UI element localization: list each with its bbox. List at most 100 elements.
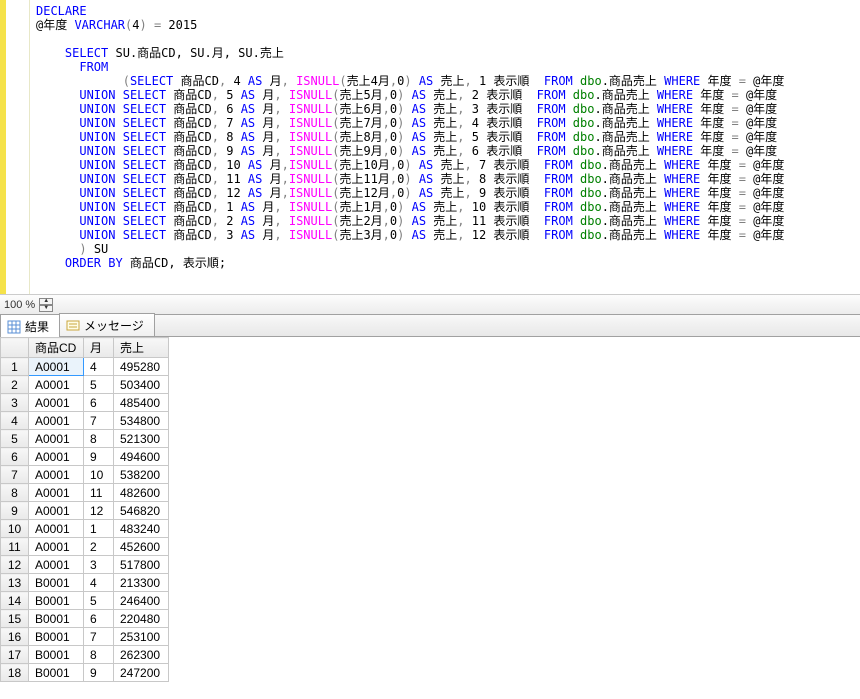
cell[interactable]: 3 — [84, 556, 114, 574]
row-header[interactable]: 4 — [1, 412, 29, 430]
cell[interactable]: 11 — [84, 484, 114, 502]
cell[interactable]: B0001 — [29, 592, 84, 610]
cell[interactable]: B0001 — [29, 646, 84, 664]
table-row[interactable]: 17B00018262300 — [1, 646, 169, 664]
table-row[interactable]: 2A00015503400 — [1, 376, 169, 394]
table-row[interactable]: 10A00011483240 — [1, 520, 169, 538]
zoom-spinner[interactable]: ▲ ▼ — [39, 298, 53, 312]
row-header[interactable]: 3 — [1, 394, 29, 412]
row-header[interactable]: 15 — [1, 610, 29, 628]
cell[interactable]: 494600 — [114, 448, 169, 466]
cell[interactable]: A0001 — [29, 502, 84, 520]
row-header[interactable]: 8 — [1, 484, 29, 502]
cell[interactable]: 538200 — [114, 466, 169, 484]
cell[interactable]: B0001 — [29, 574, 84, 592]
table-row[interactable]: 5A00018521300 — [1, 430, 169, 448]
table-row[interactable]: 1A00014495280 — [1, 358, 169, 376]
table-row[interactable]: 13B00014213300 — [1, 574, 169, 592]
row-header[interactable]: 18 — [1, 664, 29, 682]
cell[interactable]: 2 — [84, 538, 114, 556]
table-row[interactable]: 12A00013517800 — [1, 556, 169, 574]
cell[interactable]: 452600 — [114, 538, 169, 556]
row-header[interactable]: 9 — [1, 502, 29, 520]
cell[interactable]: 5 — [84, 376, 114, 394]
row-header[interactable]: 5 — [1, 430, 29, 448]
cell[interactable]: 12 — [84, 502, 114, 520]
table-row[interactable]: 14B00015246400 — [1, 592, 169, 610]
table-row[interactable]: 4A00017534800 — [1, 412, 169, 430]
cell[interactable]: 253100 — [114, 628, 169, 646]
cell[interactable]: B0001 — [29, 628, 84, 646]
column-header[interactable]: 商品CD — [29, 338, 84, 358]
row-header[interactable]: 1 — [1, 358, 29, 376]
cell[interactable]: 9 — [84, 448, 114, 466]
cell[interactable]: 4 — [84, 574, 114, 592]
cell[interactable]: 485400 — [114, 394, 169, 412]
results-grid[interactable]: 商品CD月売上1A000144952802A000155034003A00016… — [0, 337, 169, 682]
table-row[interactable]: 7A000110538200 — [1, 466, 169, 484]
table-row[interactable]: 6A00019494600 — [1, 448, 169, 466]
tab-messages[interactable]: メッセージ — [59, 313, 155, 336]
cell[interactable]: 546820 — [114, 502, 169, 520]
table-row[interactable]: 16B00017253100 — [1, 628, 169, 646]
cell[interactable]: 10 — [84, 466, 114, 484]
cell[interactable]: 482600 — [114, 484, 169, 502]
cell[interactable]: 483240 — [114, 520, 169, 538]
cell[interactable]: 534800 — [114, 412, 169, 430]
cell[interactable]: 521300 — [114, 430, 169, 448]
row-header[interactable]: 10 — [1, 520, 29, 538]
cell[interactable]: A0001 — [29, 520, 84, 538]
cell[interactable]: 7 — [84, 412, 114, 430]
cell[interactable]: 246400 — [114, 592, 169, 610]
cell[interactable]: 4 — [84, 358, 114, 376]
table-row[interactable]: 18B00019247200 — [1, 664, 169, 682]
cell[interactable]: A0001 — [29, 556, 84, 574]
cell[interactable]: 1 — [84, 520, 114, 538]
column-header[interactable]: 月 — [84, 338, 114, 358]
cell[interactable]: 503400 — [114, 376, 169, 394]
cell[interactable]: A0001 — [29, 538, 84, 556]
cell[interactable]: 213300 — [114, 574, 169, 592]
column-header[interactable]: 売上 — [114, 338, 169, 358]
row-header[interactable]: 11 — [1, 538, 29, 556]
cell[interactable]: 262300 — [114, 646, 169, 664]
cell[interactable]: A0001 — [29, 466, 84, 484]
cell[interactable]: 8 — [84, 646, 114, 664]
cell[interactable]: 247200 — [114, 664, 169, 682]
cell[interactable]: 220480 — [114, 610, 169, 628]
table-row[interactable]: 15B00016220480 — [1, 610, 169, 628]
row-header[interactable]: 17 — [1, 646, 29, 664]
cell[interactable]: A0001 — [29, 412, 84, 430]
row-header[interactable]: 2 — [1, 376, 29, 394]
cell[interactable]: A0001 — [29, 430, 84, 448]
zoom-up-icon[interactable]: ▲ — [39, 298, 53, 305]
cell[interactable]: B0001 — [29, 610, 84, 628]
row-header[interactable]: 12 — [1, 556, 29, 574]
row-header[interactable]: 13 — [1, 574, 29, 592]
row-header[interactable]: 6 — [1, 448, 29, 466]
row-header[interactable]: 14 — [1, 592, 29, 610]
cell[interactable]: A0001 — [29, 394, 84, 412]
table-row[interactable]: 11A00012452600 — [1, 538, 169, 556]
cell[interactable]: A0001 — [29, 358, 84, 376]
row-header[interactable]: 16 — [1, 628, 29, 646]
cell[interactable]: 517800 — [114, 556, 169, 574]
cell[interactable]: 8 — [84, 430, 114, 448]
cell[interactable]: 6 — [84, 610, 114, 628]
cell[interactable]: 495280 — [114, 358, 169, 376]
cell[interactable]: A0001 — [29, 376, 84, 394]
table-row[interactable]: 9A000112546820 — [1, 502, 169, 520]
tab-results[interactable]: 結果 — [0, 314, 60, 337]
cell[interactable]: 5 — [84, 592, 114, 610]
code-text[interactable]: DECLARE @年度 VARCHAR(4) = 2015 SELECT SU.… — [30, 0, 860, 294]
cell[interactable]: A0001 — [29, 448, 84, 466]
row-header[interactable]: 7 — [1, 466, 29, 484]
table-row[interactable]: 8A000111482600 — [1, 484, 169, 502]
table-row[interactable]: 3A00016485400 — [1, 394, 169, 412]
cell[interactable]: A0001 — [29, 484, 84, 502]
cell[interactable]: B0001 — [29, 664, 84, 682]
cell[interactable]: 6 — [84, 394, 114, 412]
zoom-down-icon[interactable]: ▼ — [39, 305, 53, 312]
sql-editor[interactable]: DECLARE @年度 VARCHAR(4) = 2015 SELECT SU.… — [0, 0, 860, 295]
cell[interactable]: 9 — [84, 664, 114, 682]
